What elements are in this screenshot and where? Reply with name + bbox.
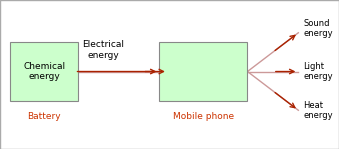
Text: Electrical
energy: Electrical energy <box>82 40 124 60</box>
Text: Mobile phone: Mobile phone <box>173 112 234 121</box>
Text: Chemical
energy: Chemical energy <box>23 62 65 81</box>
FancyBboxPatch shape <box>159 42 247 101</box>
Text: Heat
energy: Heat energy <box>303 101 333 120</box>
FancyBboxPatch shape <box>10 42 78 101</box>
Text: Battery: Battery <box>27 112 61 121</box>
Text: Sound
energy: Sound energy <box>303 19 333 38</box>
Text: Light
energy: Light energy <box>303 62 333 81</box>
